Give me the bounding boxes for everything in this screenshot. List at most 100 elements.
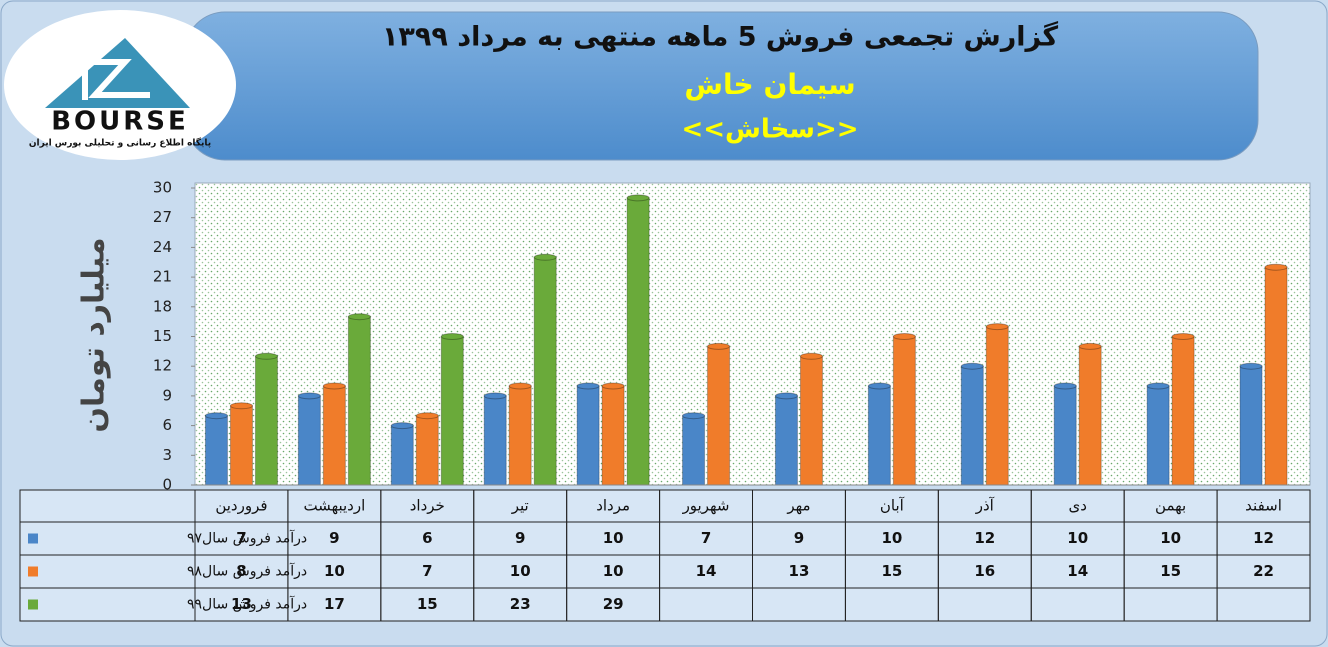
x-tick-label: مهر: [786, 497, 810, 515]
bar: [985, 326, 1009, 486]
bar: [297, 395, 321, 486]
bar-top: [799, 352, 823, 360]
x-tick-label: آذر: [975, 497, 995, 515]
plot-area: [194, 182, 1311, 486]
table-value: 8: [236, 562, 246, 580]
y-tick-label: 27: [153, 208, 172, 226]
bar: [483, 395, 507, 486]
x-tick-label: فروردین: [215, 497, 267, 515]
table-value: 10: [1160, 529, 1181, 547]
bar-top: [867, 382, 891, 390]
bar-top: [707, 342, 731, 350]
bar-top: [229, 402, 253, 410]
bar-top: [1146, 382, 1170, 390]
x-tick-label: دی: [1068, 497, 1086, 515]
bar-top: [415, 412, 439, 420]
bar-top: [254, 352, 278, 360]
x-tick-label: اردیبهشت: [303, 497, 365, 515]
bar-top: [297, 392, 321, 400]
bar: [347, 316, 371, 486]
bar: [1264, 266, 1288, 486]
table-value: 15: [881, 562, 902, 580]
bar-top: [985, 323, 1009, 331]
bar-top: [1078, 342, 1102, 350]
table-value: 10: [1067, 529, 1088, 547]
bar-top: [347, 313, 371, 321]
table-value: 16: [974, 562, 995, 580]
bar-top: [1171, 333, 1195, 340]
y-tick-label: 21: [153, 268, 172, 286]
logo-text: BOURSE: [51, 107, 189, 137]
logo-mark: [82, 59, 150, 100]
bar: [867, 385, 891, 486]
table-value: 17: [324, 595, 345, 613]
bar-top: [440, 333, 464, 340]
bar: [960, 365, 984, 486]
table-value: 23: [510, 595, 531, 613]
legend-swatch: [28, 599, 38, 610]
table-value: 9: [794, 529, 804, 547]
table-value: 14: [1067, 562, 1088, 580]
bar-top: [892, 333, 916, 340]
bar-top: [1239, 362, 1263, 370]
table-value: 10: [603, 529, 624, 547]
logo-caption: پایگاه اطلاع رسانی و تحلیلی بورس ایران: [29, 137, 211, 149]
bar: [626, 197, 650, 486]
bar: [229, 405, 253, 486]
y-tick-label: 3: [162, 446, 172, 464]
x-tick-label: شهریور: [682, 497, 730, 515]
y-tick-label: 6: [162, 416, 172, 434]
bar: [601, 385, 625, 486]
bar: [390, 425, 414, 486]
bar: [799, 355, 823, 486]
bar-top: [483, 392, 507, 400]
bar-top: [322, 382, 346, 390]
table-value: 13: [231, 595, 252, 613]
legend-label: درآمد فروش سال۹۹: [187, 596, 307, 613]
table-value: 10: [510, 562, 531, 580]
y-tick-label: 9: [162, 386, 172, 404]
table-value: 10: [603, 562, 624, 580]
x-tick-label: تیر: [511, 497, 529, 515]
bar: [576, 385, 600, 486]
bar: [1053, 385, 1077, 486]
bar-top: [1264, 263, 1288, 271]
x-tick-label: آبان: [880, 497, 905, 515]
bar-top: [204, 412, 228, 420]
table-value: 12: [1253, 529, 1274, 547]
chart-subtitle: سیمان خاش: [684, 68, 855, 101]
y-tick-label: 30: [153, 179, 172, 197]
bar: [1171, 336, 1195, 486]
bar-top: [390, 422, 414, 430]
legend-swatch: [28, 566, 38, 577]
bar-top: [1053, 382, 1077, 390]
table-value: 29: [603, 595, 624, 613]
y-tick-label: 24: [153, 238, 172, 256]
bar-top: [533, 253, 557, 261]
x-tick-label: مرداد: [596, 497, 630, 515]
bar: [1146, 385, 1170, 486]
table-value: 9: [515, 529, 525, 547]
bar-top: [576, 382, 600, 390]
bar: [1239, 365, 1263, 486]
table-value: 7: [236, 529, 246, 547]
table-value: 6: [422, 529, 432, 547]
table-value: 7: [701, 529, 711, 547]
y-axis-title: میلیارد تومان: [77, 237, 112, 432]
legend-swatch: [28, 533, 38, 544]
bar: [508, 385, 532, 486]
bar: [415, 415, 439, 486]
table-value: 7: [422, 562, 432, 580]
bar: [322, 385, 346, 486]
bar: [892, 336, 916, 486]
bar-top: [682, 412, 706, 420]
chart-title: گزارش تجمعی فروش 5 ماهه منتهی به مرداد ۱…: [382, 21, 1058, 53]
bar: [1078, 345, 1102, 486]
x-tick-label: خرداد: [410, 497, 445, 515]
table-value: 12: [974, 529, 995, 547]
table-value: 10: [881, 529, 902, 547]
legend-label: درآمد فروش سال۹۷: [187, 530, 307, 547]
bar: [440, 336, 464, 486]
x-tick-label: اسفند: [1245, 497, 1282, 515]
table-value: 10: [324, 562, 345, 580]
